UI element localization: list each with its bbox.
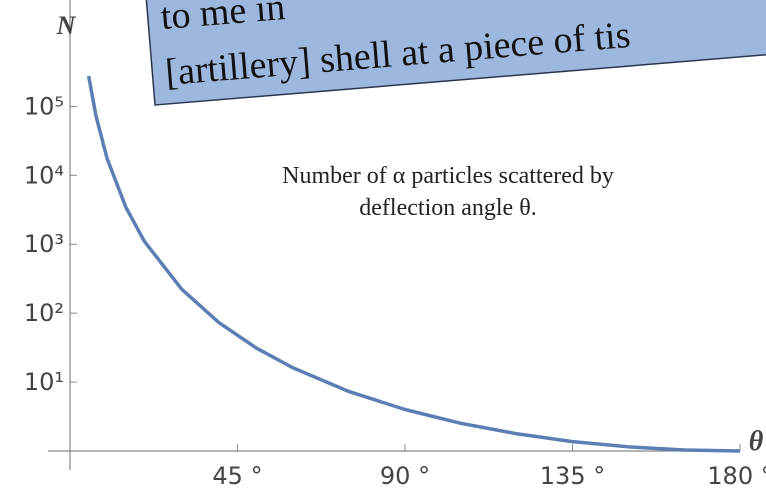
- y-tick-label: 10⁵: [24, 92, 64, 120]
- annotation: deflection angle θ.: [359, 195, 536, 221]
- y-axis-label: N: [56, 11, 77, 40]
- y-tick-label: 10²: [24, 299, 64, 327]
- y-tick-label: 10³: [24, 230, 64, 258]
- quote-box: to me in [artillery] shell at a piece of…: [140, 0, 766, 106]
- x-tick-label: 45 °: [212, 462, 262, 490]
- x-axis-label: θ: [749, 426, 764, 457]
- curve: [86, 75, 741, 453]
- x-tick-label: 180 °: [707, 462, 766, 490]
- x-tick-label: 135 °: [540, 462, 605, 490]
- quote-background: [140, 0, 766, 106]
- y-tick-label: 10¹: [24, 368, 64, 396]
- annotation: Number of α particles scattered by: [282, 163, 614, 189]
- y-tick-label: 10⁴: [24, 161, 64, 189]
- x-tick-label: 90 °: [380, 462, 430, 490]
